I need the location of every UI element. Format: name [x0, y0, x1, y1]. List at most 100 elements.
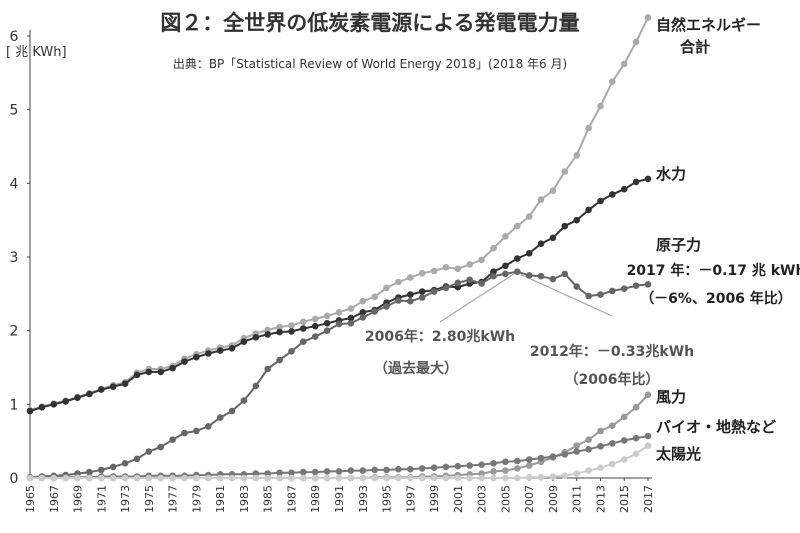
y-tick-label: 6: [10, 29, 19, 45]
data-point: [347, 467, 355, 474]
data-point: [264, 331, 272, 338]
data-point: [395, 465, 402, 473]
data-point: [442, 463, 450, 471]
chart-title: 図２：全世界の低炭素電源による発電電力量: [160, 11, 579, 35]
x-tick-label: 2007: [523, 485, 536, 513]
data-point: [26, 407, 34, 415]
data-point: [644, 175, 652, 183]
data-point: [597, 427, 604, 435]
data-point: [98, 386, 105, 393]
data-point: [50, 401, 58, 408]
data-point: [371, 293, 379, 301]
data-point: [561, 222, 569, 230]
data-point: [478, 256, 485, 264]
data-point: [644, 432, 652, 440]
data-point: [585, 436, 592, 444]
data-point: [240, 397, 248, 404]
data-point: [478, 461, 485, 469]
data-point: [395, 474, 402, 482]
data-point: [430, 474, 438, 482]
data-point: [311, 468, 319, 476]
data-point: [502, 233, 509, 240]
x-tick-label: 2011: [571, 485, 584, 513]
data-point: [597, 291, 604, 298]
data-point: [133, 455, 141, 463]
data-point: [193, 353, 200, 361]
data-point: [133, 474, 141, 482]
y-tick-label: 4: [10, 176, 19, 192]
data-point: [26, 474, 34, 482]
data-point: [561, 270, 569, 278]
data-point: [311, 474, 319, 482]
data-point: [311, 322, 319, 330]
data-point: [478, 280, 485, 287]
data-point: [466, 261, 474, 268]
data-point: [502, 262, 509, 270]
data-point: [620, 413, 628, 421]
series-label: 自然エネルギー: [656, 16, 761, 34]
data-point: [347, 314, 355, 322]
data-point: [288, 474, 295, 482]
data-point: [264, 365, 272, 373]
x-tick-label: 1975: [143, 485, 156, 513]
data-point: [169, 436, 176, 444]
data-point: [228, 345, 236, 352]
data-point: [300, 325, 307, 332]
data-point: [323, 312, 331, 320]
x-tick-label: 2009: [547, 485, 560, 513]
data-point: [514, 268, 521, 276]
data-point: [300, 318, 307, 326]
x-tick-label: 1981: [214, 485, 227, 513]
data-point: [609, 191, 616, 198]
data-point: [371, 466, 379, 474]
annotation-peak-2006: （過去最大）: [374, 360, 458, 377]
data-point: [216, 347, 224, 354]
data-point: [359, 297, 367, 305]
data-point: [466, 276, 474, 284]
data-point: [549, 275, 557, 283]
data-point: [632, 38, 640, 46]
data-point: [383, 474, 390, 482]
data-point: [228, 407, 236, 415]
data-point: [347, 474, 355, 482]
x-tick-label: 2005: [499, 485, 512, 513]
data-point: [335, 320, 343, 328]
data-point: [585, 124, 592, 132]
data-point: [62, 398, 69, 405]
data-point: [620, 185, 628, 193]
data-point: [632, 178, 640, 186]
y-tick-label: 0: [10, 471, 19, 487]
data-point: [573, 216, 580, 224]
data-point: [205, 474, 212, 482]
data-point: [514, 457, 521, 465]
y-tick-label: 2: [10, 324, 19, 340]
data-point: [561, 168, 569, 175]
data-point: [157, 474, 164, 482]
data-point: [264, 474, 272, 482]
data-point: [300, 338, 307, 346]
data-point: [537, 272, 545, 280]
data-point: [466, 462, 474, 469]
data-point: [632, 450, 640, 458]
data-point: [228, 474, 236, 482]
x-tick-label: 1993: [357, 485, 370, 513]
y-tick-label: 5: [10, 103, 19, 119]
data-point: [525, 213, 533, 220]
data-point: [252, 474, 260, 482]
data-point: [371, 308, 379, 315]
x-tick-label: 1997: [404, 485, 417, 513]
data-point: [181, 474, 188, 482]
data-point: [514, 222, 521, 230]
data-point: [359, 467, 367, 474]
x-tick-label: 1977: [167, 485, 180, 513]
data-point: [86, 468, 93, 476]
data-point: [335, 474, 343, 482]
annotation-drop-2012: （2006年比）: [565, 371, 660, 388]
data-point: [502, 458, 509, 466]
data-point: [609, 422, 616, 430]
data-point: [644, 391, 652, 399]
data-point: [311, 315, 319, 323]
data-point: [620, 437, 628, 444]
data-point: [193, 474, 200, 482]
data-point: [145, 474, 153, 482]
